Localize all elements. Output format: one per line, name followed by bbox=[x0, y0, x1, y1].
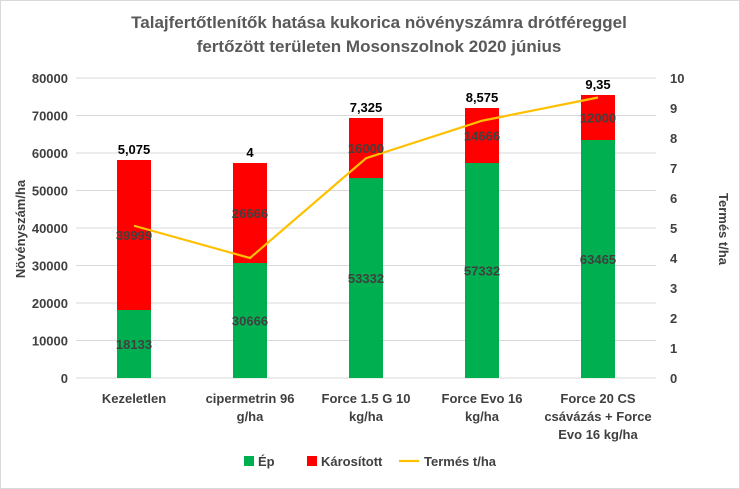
y-tick-label: 40000 bbox=[32, 221, 68, 236]
y-tick-label: 80000 bbox=[32, 71, 68, 86]
y-tick-label: 60000 bbox=[32, 146, 68, 161]
legend-swatch bbox=[307, 456, 317, 466]
yield-value-label: 4 bbox=[246, 145, 254, 160]
y-tick-label: 10000 bbox=[32, 334, 68, 349]
category-label: Kezeletlen bbox=[102, 391, 166, 406]
bar-ep bbox=[465, 163, 499, 378]
y-tick-label: 70000 bbox=[32, 109, 68, 124]
y2-tick-label: 4 bbox=[670, 251, 678, 266]
bar-ep bbox=[233, 263, 267, 378]
y-tick-label: 0 bbox=[61, 371, 68, 386]
category-labels: Kezeletlen cipermetrin 96 g/ha Force 1.5 G … bbox=[102, 391, 652, 442]
y2-tick-label: 0 bbox=[670, 371, 677, 386]
y2-tick-label: 2 bbox=[670, 311, 677, 326]
y-axis-label: Növényszám/ha bbox=[13, 179, 28, 278]
y2-axis-label: Termés t/ha bbox=[716, 193, 731, 266]
data-labels: 18133 39999 30666 26666 53332 16000 57332 14666… bbox=[116, 77, 616, 352]
legend-label: Termés t/ha bbox=[424, 454, 497, 469]
bar-value-label: 16000 bbox=[348, 141, 384, 156]
legend-label: Károsított bbox=[321, 454, 383, 469]
yield-value-label: 8,575 bbox=[466, 90, 499, 105]
category-label: g/ha bbox=[237, 409, 264, 424]
yield-value-label: 7,325 bbox=[350, 100, 383, 115]
bar-value-label: 18133 bbox=[116, 337, 152, 352]
category-label: kg/ha bbox=[465, 409, 500, 424]
bar-value-label: 57332 bbox=[464, 264, 500, 279]
primary-y-ticks: 0 10000 20000 30000 40000 50000 60000 70000 8000… bbox=[32, 71, 68, 386]
y2-tick-label: 8 bbox=[670, 131, 677, 146]
bar-value-label: 53332 bbox=[348, 271, 384, 286]
bar-karositott bbox=[117, 160, 151, 311]
secondary-y-ticks: 0 1 2 3 4 5 6 7 8 9 10 bbox=[670, 71, 684, 386]
category-label: Force 20 CS bbox=[560, 391, 635, 406]
yield-value-label: 9,35 bbox=[585, 77, 610, 92]
category-label: cipermetrin 96 bbox=[206, 391, 295, 406]
y-tick-label: 30000 bbox=[32, 259, 68, 274]
bars bbox=[117, 95, 615, 378]
legend-label: Ép bbox=[258, 454, 275, 469]
y2-tick-label: 9 bbox=[670, 101, 677, 116]
y2-tick-label: 6 bbox=[670, 191, 677, 206]
category-label: Force Evo 16 bbox=[442, 391, 523, 406]
y-tick-label: 50000 bbox=[32, 184, 68, 199]
legend: Ép Károsított Termés t/ha bbox=[244, 454, 497, 469]
category-label: Force 1.5 G 10 bbox=[322, 391, 411, 406]
bar-ep bbox=[349, 178, 383, 378]
bar-value-label: 63465 bbox=[580, 252, 616, 267]
y-tick-label: 20000 bbox=[32, 296, 68, 311]
y2-tick-label: 3 bbox=[670, 281, 677, 296]
bar-value-label: 26666 bbox=[232, 206, 268, 221]
category-label: csávázás + Force bbox=[544, 409, 651, 424]
yield-series-line bbox=[133, 96, 599, 260]
yield-line bbox=[133, 96, 599, 260]
bar-karositott bbox=[233, 163, 267, 264]
chart-title-line-2: fertőzött területen Mosonszolnok 2020 jú… bbox=[197, 37, 562, 56]
chart-title-line-1: Talajfertőtlenítők hatása kukorica növén… bbox=[131, 13, 627, 32]
bar-value-label: 12000 bbox=[580, 111, 616, 126]
bar-value-label: 14666 bbox=[464, 129, 500, 144]
legend-swatch bbox=[244, 456, 254, 466]
yield-value-label: 5,075 bbox=[118, 142, 151, 157]
y2-tick-label: 10 bbox=[670, 71, 684, 86]
bar-value-label: 39999 bbox=[116, 228, 152, 243]
bar-karositott bbox=[581, 95, 615, 141]
bar-value-label: 30666 bbox=[232, 314, 268, 329]
y2-tick-label: 5 bbox=[670, 221, 677, 236]
chart-title: Talajfertőtlenítők hatása kukorica növén… bbox=[131, 13, 627, 56]
bar-ep bbox=[117, 310, 151, 378]
category-label: kg/ha bbox=[349, 409, 384, 424]
y2-tick-label: 1 bbox=[670, 341, 677, 356]
category-label: Evo 16 kg/ha bbox=[558, 427, 638, 442]
y2-tick-label: 7 bbox=[670, 161, 677, 176]
bar-karositott bbox=[465, 108, 499, 164]
bar-ep bbox=[581, 140, 615, 378]
